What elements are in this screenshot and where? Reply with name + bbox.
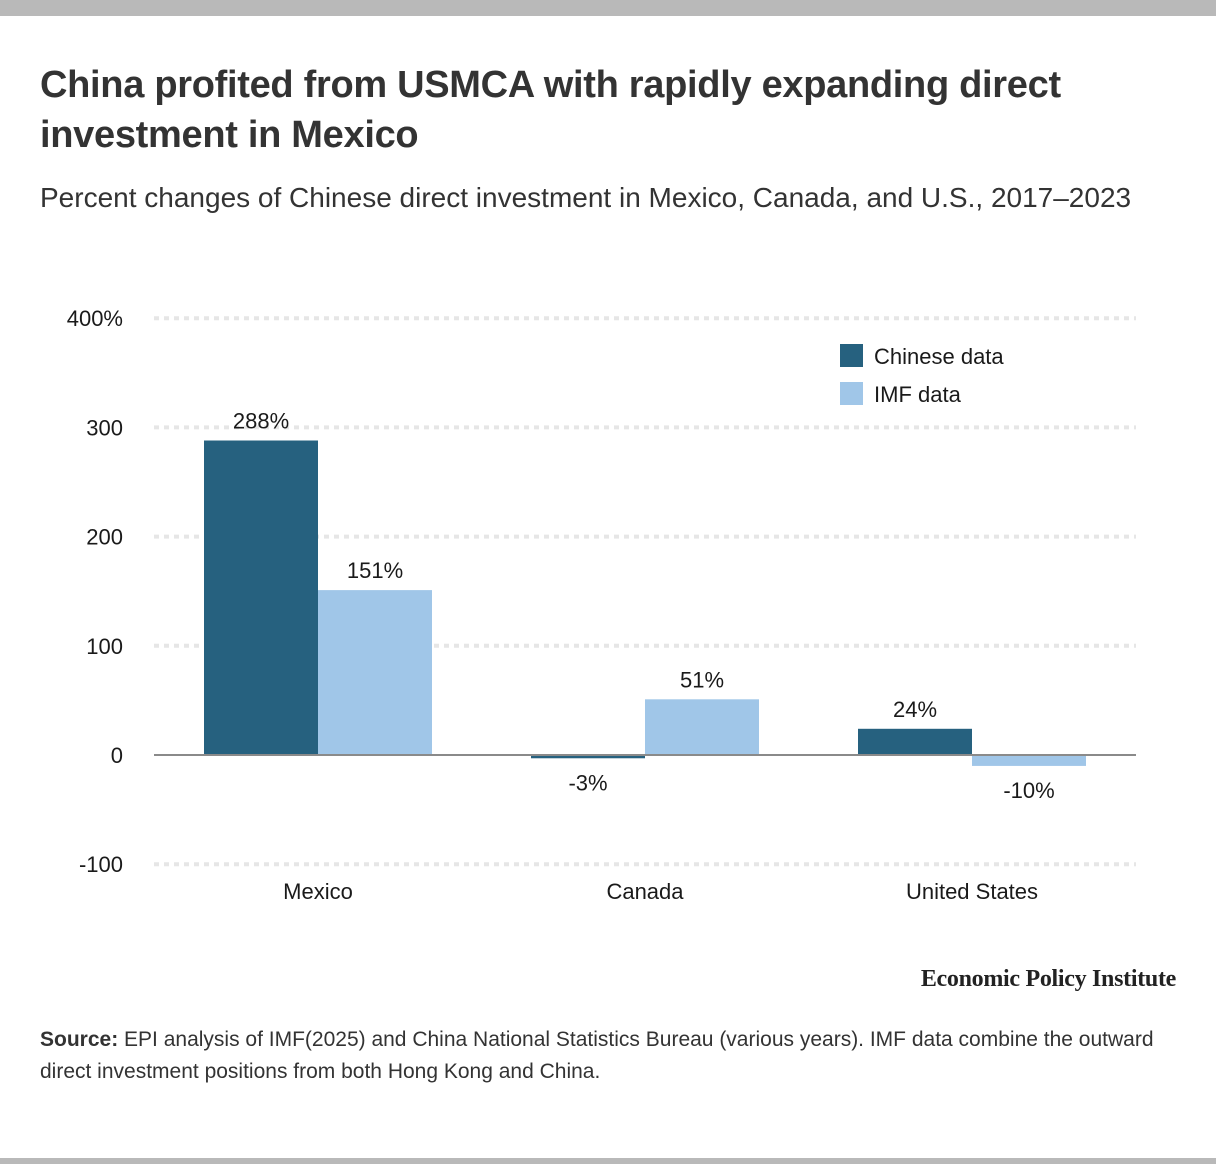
bottom-border	[0, 1158, 1216, 1164]
source-note: Source: EPI analysis of IMF(2025) and Ch…	[40, 1024, 1160, 1088]
source-text: EPI analysis of IMF(2025) and China Nati…	[40, 1028, 1154, 1083]
data-label: 51%	[680, 667, 724, 692]
source-label: Source:	[40, 1028, 119, 1051]
x-tick-label: Canada	[606, 879, 684, 904]
y-tick-label: 200	[86, 525, 123, 550]
legend-label: IMF data	[874, 382, 962, 407]
y-tick-label: 0	[111, 743, 123, 768]
y-tick-label: 100	[86, 634, 123, 659]
legend-label: Chinese data	[874, 344, 1004, 369]
bar-chart: 400% 300 200 100 0 -100 288% -3% 24% 151% 51% -10%…	[67, 306, 1136, 904]
legend-swatch-chinese	[840, 344, 863, 367]
bar-chinese-mexico	[204, 440, 318, 755]
bar-imf-united-states	[972, 755, 1086, 766]
legend: Chinese data IMF data	[840, 344, 1004, 407]
chart-subtitle: Percent changes of Chinese direct invest…	[40, 182, 1132, 213]
data-label: 24%	[893, 697, 937, 722]
bar-chinese-canada	[531, 755, 645, 759]
y-tick-label: 300	[86, 415, 123, 440]
y-tick-label: -100	[79, 852, 123, 877]
y-tick-label: 400%	[67, 306, 123, 331]
chart-title: China profited from USMCA with rapidly e…	[40, 64, 1061, 156]
data-label: 151%	[347, 558, 403, 583]
bar-imf-mexico	[318, 590, 432, 755]
x-tick-label: United States	[906, 879, 1038, 904]
data-labels: 288% -3% 24% 151% 51% -10%	[233, 409, 1055, 803]
bar-imf-canada	[645, 699, 759, 755]
epi-brand: Economic Policy Institute	[920, 966, 1176, 992]
bars	[204, 440, 1086, 766]
x-tick-label: Mexico	[283, 879, 353, 904]
data-label: -3%	[568, 770, 607, 795]
y-axis-ticks: 400% 300 200 100 0 -100	[67, 306, 123, 877]
legend-swatch-imf	[840, 382, 863, 405]
data-label: -10%	[1003, 778, 1054, 803]
bar-chinese-united-states	[858, 728, 972, 755]
data-label: 288%	[233, 409, 289, 434]
top-border	[0, 0, 1216, 16]
x-axis-ticks: Mexico Canada United States	[283, 879, 1038, 904]
